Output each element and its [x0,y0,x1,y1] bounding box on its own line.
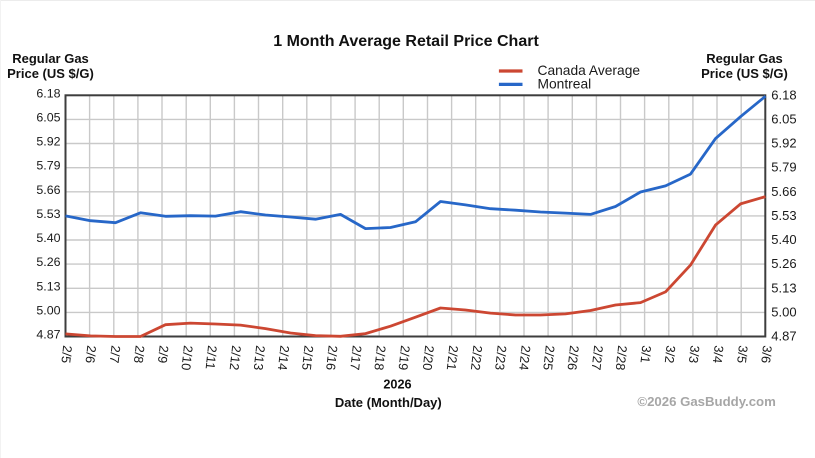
svg-text:3/1: 3/1 [638,345,655,364]
svg-text:2026: 2026 [383,377,411,391]
svg-text:2/26: 2/26 [565,345,583,371]
svg-text:2/11: 2/11 [203,345,220,370]
svg-text:Regular Gas: Regular Gas [12,51,89,66]
svg-text:3/4: 3/4 [710,345,727,364]
svg-text:2/7: 2/7 [107,345,124,364]
svg-text:2/19: 2/19 [396,345,414,371]
svg-text:2/25: 2/25 [540,345,558,371]
svg-text:2/12: 2/12 [227,345,245,371]
svg-text:5.13: 5.13 [771,280,796,295]
svg-text:2/6: 2/6 [83,345,100,364]
svg-text:3/6: 3/6 [758,345,775,364]
svg-text:2/9: 2/9 [155,345,172,364]
svg-text:5.00: 5.00 [771,304,796,319]
svg-text:2/22: 2/22 [468,345,486,371]
svg-text:2/15: 2/15 [299,345,317,371]
svg-text:5.53: 5.53 [771,208,796,223]
svg-text:2/27: 2/27 [589,345,607,371]
svg-text:3/2: 3/2 [662,345,679,364]
svg-text:4.87: 4.87 [771,329,796,344]
svg-text:5.92: 5.92 [771,136,796,151]
svg-text:5.66: 5.66 [771,184,796,199]
svg-text:Price (US $/G): Price (US $/G) [701,66,788,81]
svg-text:6.05: 6.05 [36,110,60,124]
svg-text:2/16: 2/16 [323,345,341,371]
svg-text:2/13: 2/13 [251,345,269,371]
svg-text:2/14: 2/14 [275,345,293,371]
svg-text:5.13: 5.13 [36,279,60,293]
svg-text:©2026 GasBuddy.com: ©2026 GasBuddy.com [637,394,775,409]
svg-text:2/21: 2/21 [444,345,462,371]
svg-text:5.26: 5.26 [771,256,796,271]
svg-text:5.66: 5.66 [36,183,60,197]
svg-text:2/17: 2/17 [347,345,365,371]
svg-text:5.53: 5.53 [36,207,60,221]
svg-text:5.92: 5.92 [36,135,60,149]
svg-text:3/5: 3/5 [734,345,751,364]
svg-text:Date (Month/Day): Date (Month/Day) [335,395,442,410]
svg-text:2/8: 2/8 [131,345,148,364]
svg-text:6.18: 6.18 [771,87,796,102]
svg-text:6.05: 6.05 [771,111,796,126]
svg-text:4.87: 4.87 [36,328,60,342]
svg-text:5.40: 5.40 [36,231,60,245]
svg-text:2/28: 2/28 [613,345,631,371]
svg-text:2/23: 2/23 [492,345,510,371]
svg-text:5.40: 5.40 [771,232,796,247]
svg-text:Price (US $/G): Price (US $/G) [7,66,94,81]
svg-text:Canada Average: Canada Average [538,63,641,78]
svg-text:2/18: 2/18 [371,345,389,371]
svg-text:1 Month Average Retail Price C: 1 Month Average Retail Price Chart [273,33,539,50]
svg-text:5.26: 5.26 [36,255,60,269]
svg-text:Regular Gas: Regular Gas [706,51,783,66]
svg-text:2/5: 2/5 [58,345,75,364]
svg-text:Montreal: Montreal [538,76,592,91]
svg-text:5.79: 5.79 [771,160,796,175]
svg-text:2/10: 2/10 [178,345,196,371]
svg-text:5.00: 5.00 [36,303,60,317]
svg-text:2/24: 2/24 [516,345,534,371]
svg-text:2/20: 2/20 [420,345,438,371]
svg-text:6.18: 6.18 [36,86,60,100]
svg-text:3/3: 3/3 [686,345,703,364]
svg-text:5.79: 5.79 [36,159,60,173]
